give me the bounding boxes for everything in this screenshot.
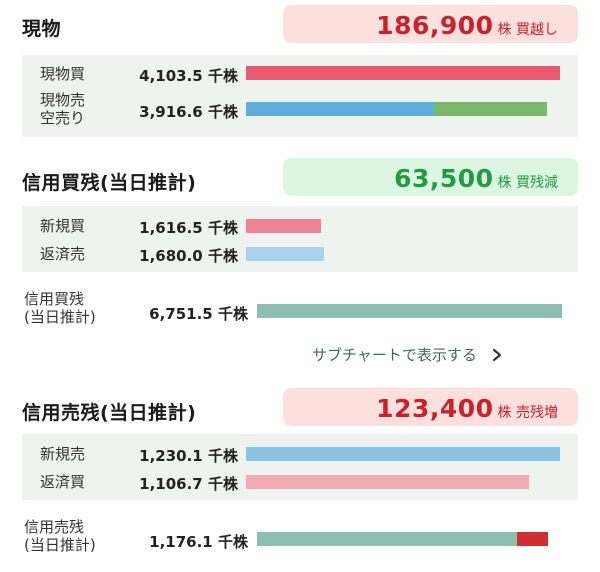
repay-buy-value: 1,106.7 千株 [139,475,238,493]
margin-sell-increase-bar [517,532,548,546]
subchart-link[interactable]: サブチャートで表示する [312,344,503,365]
margin-buy-balance-value: 6,751.5 千株 [149,305,248,323]
margin-sell-balance-label: 信用売残 (当日推計) [24,518,96,554]
shinyo-uri-panel [22,434,578,500]
repay-buy-label: 返済買 [40,473,86,491]
shinyo-uri-badge-value: 123,400 [376,394,494,423]
genbutsu-badge-value: 186,900 [376,11,494,40]
shinyo-uri-title: 信用売残(当日推計) [22,402,197,424]
new-sell-value: 1,230.1 千株 [139,447,238,465]
genbutsu-sell-label: 現物売 空売り [40,91,86,127]
chevron-right-icon [492,348,501,361]
genbutsu-buy-bar [246,66,560,80]
genbutsu-title: 現物 [22,18,62,40]
repay-buy-bar [246,475,529,489]
genbutsu-balance-badge: 186,900 株 買越し [283,5,578,43]
new-sell-label: 新規売 [40,445,86,463]
genbutsu-short-bar [434,102,547,116]
repay-sell-value: 1,680.0 千株 [139,247,238,265]
repay-sell-bar [246,247,324,261]
shinyo-kai-badge: 63,500 株 買残減 [283,158,578,196]
shinyo-kai-panel [22,206,578,272]
genbutsu-badge-unit: 株 買越し [497,22,558,38]
genbutsu-sell-bar [246,102,434,116]
shinyo-kai-badge-value: 63,500 [394,164,494,193]
new-sell-bar [246,447,560,461]
margin-sell-balance-bar [257,532,517,546]
genbutsu-buy-label: 現物買 [40,65,86,83]
shinyo-uri-badge-unit: 株 売残増 [497,405,558,421]
shinyo-uri-badge: 123,400 株 売残増 [283,388,578,426]
margin-buy-balance-bar [257,304,562,318]
new-buy-bar [246,219,321,233]
margin-buy-balance-label: 信用買残 (当日推計) [24,290,96,326]
shinyo-kai-title: 信用買残(当日推計) [22,172,197,194]
shinyo-kai-badge-unit: 株 買残減 [497,175,558,191]
new-buy-value: 1,616.5 千株 [139,219,238,237]
margin-sell-balance-value: 1,176.1 千株 [149,533,248,551]
repay-sell-label: 返済売 [40,245,86,263]
genbutsu-sell-value: 3,916.6 千株 [139,103,238,121]
new-buy-label: 新規買 [40,217,86,235]
genbutsu-buy-value: 4,103.5 千株 [139,67,238,85]
subchart-link-label: サブチャートで表示する [312,346,477,364]
